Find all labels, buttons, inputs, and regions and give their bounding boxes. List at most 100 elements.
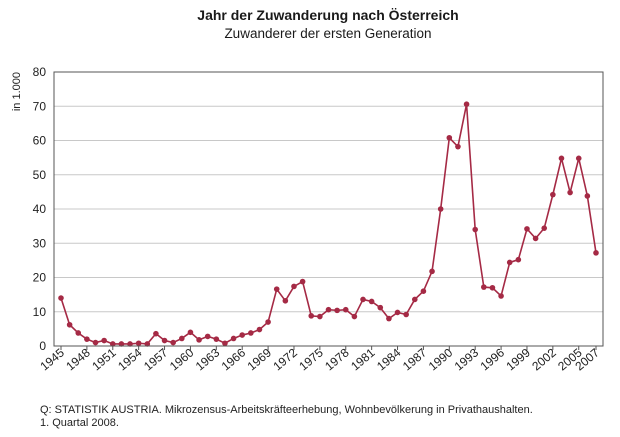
data-point bbox=[153, 330, 159, 337]
y-tick-label: 80 bbox=[33, 65, 47, 79]
data-point bbox=[550, 191, 556, 198]
data-point bbox=[558, 155, 565, 162]
data-point bbox=[481, 284, 487, 290]
y-tick-labels: 0 10 20 30 40 50 60 70 80 bbox=[33, 65, 47, 353]
data-point bbox=[118, 341, 125, 347]
data-point bbox=[403, 311, 409, 318]
plot-frame bbox=[53, 71, 604, 347]
data-point bbox=[325, 306, 332, 313]
data-point bbox=[213, 336, 220, 342]
y-tick-label: 50 bbox=[33, 168, 47, 182]
x-tick-label: 1981 bbox=[348, 345, 378, 373]
data-point bbox=[498, 293, 504, 299]
y-tick-label: 10 bbox=[33, 305, 47, 319]
data-point bbox=[84, 336, 90, 342]
data-point bbox=[386, 315, 392, 322]
x-tick-label: 1957 bbox=[141, 345, 171, 373]
data-point bbox=[334, 307, 340, 314]
data-point bbox=[222, 340, 228, 347]
data-point bbox=[455, 143, 461, 150]
data-point bbox=[446, 134, 453, 141]
data-point bbox=[161, 337, 168, 344]
data-point bbox=[541, 225, 548, 231]
source-line-1: Q: STATISTIK AUSTRIA. Mikrozensus-Arbeit… bbox=[40, 404, 533, 416]
y-tick-label: 70 bbox=[33, 99, 47, 113]
x-tick-label: 2002 bbox=[529, 345, 559, 373]
x-tick-label: 1951 bbox=[89, 345, 119, 373]
data-point bbox=[463, 101, 470, 107]
chart-title: Jahr der Zuwanderung nach Österreich bbox=[197, 7, 458, 23]
y-tick-label: 20 bbox=[33, 271, 47, 285]
data-point bbox=[506, 259, 513, 266]
data-point bbox=[135, 340, 142, 347]
x-tick-label: 1954 bbox=[115, 345, 145, 373]
data-point bbox=[368, 298, 375, 305]
data-point bbox=[437, 206, 444, 212]
data-point bbox=[524, 226, 530, 232]
data-point bbox=[411, 296, 418, 303]
data-point bbox=[179, 335, 185, 342]
data-point bbox=[532, 235, 539, 242]
x-tick-label: 1987 bbox=[400, 345, 430, 373]
data-point bbox=[472, 226, 478, 233]
data-point bbox=[66, 321, 73, 328]
data-point bbox=[170, 339, 176, 346]
x-tick-label: 1972 bbox=[270, 345, 300, 373]
x-tick-label: 1984 bbox=[374, 345, 404, 373]
data-point bbox=[420, 288, 427, 295]
data-point bbox=[489, 284, 496, 291]
data-point bbox=[429, 268, 435, 275]
data-point bbox=[394, 309, 401, 316]
data-point bbox=[342, 306, 349, 313]
data-point bbox=[575, 155, 582, 162]
data-point bbox=[515, 256, 522, 263]
y-tick-label: 60 bbox=[33, 134, 47, 148]
data-point bbox=[196, 337, 202, 343]
x-tick-label: 1969 bbox=[245, 345, 275, 373]
x-tick-label: 1999 bbox=[503, 345, 533, 373]
data-series bbox=[58, 101, 599, 347]
y-tick-label: 0 bbox=[39, 339, 46, 353]
x-tick-labels: 1945194819511954195719601963196619691972… bbox=[37, 345, 602, 373]
grid-lines bbox=[54, 105, 603, 313]
data-point bbox=[360, 296, 366, 303]
x-tick-label: 1978 bbox=[322, 345, 352, 373]
source-line-2: 1. Quartal 2008. bbox=[40, 417, 119, 429]
data-point bbox=[299, 278, 306, 285]
data-point bbox=[291, 283, 297, 290]
x-tick-label: 1993 bbox=[452, 345, 482, 373]
data-point bbox=[593, 250, 599, 256]
x-tick-label: 1975 bbox=[296, 345, 326, 373]
data-point bbox=[308, 313, 315, 319]
x-tick-label: 1963 bbox=[193, 345, 223, 373]
data-point bbox=[273, 286, 280, 292]
x-tick-label: 1990 bbox=[426, 345, 456, 373]
data-point bbox=[58, 295, 64, 301]
data-point bbox=[144, 341, 151, 347]
data-point bbox=[256, 326, 263, 333]
data-point bbox=[282, 297, 289, 304]
data-point bbox=[584, 193, 591, 199]
x-tick-label: 1960 bbox=[167, 345, 197, 373]
data-point bbox=[230, 335, 237, 342]
data-point bbox=[109, 341, 116, 347]
data-point bbox=[127, 341, 133, 347]
data-point bbox=[92, 339, 99, 346]
data-point bbox=[75, 330, 82, 336]
data-point bbox=[567, 189, 573, 196]
x-tick-label: 1996 bbox=[478, 345, 508, 373]
y-axis-label: in 1.000 bbox=[11, 72, 23, 111]
data-point bbox=[317, 313, 323, 320]
source-note: Q: STATISTIK AUSTRIA. Mikrozensus-Arbeit… bbox=[40, 404, 610, 430]
y-tick-label: 40 bbox=[33, 202, 47, 216]
data-point bbox=[101, 337, 107, 344]
x-tick-label: 1948 bbox=[63, 345, 93, 373]
data-point bbox=[204, 333, 211, 340]
data-point bbox=[265, 319, 271, 325]
y-tick-label: 30 bbox=[33, 236, 47, 250]
data-point bbox=[351, 313, 358, 320]
data-point bbox=[187, 329, 194, 336]
x-tick-label: 1966 bbox=[219, 345, 249, 373]
data-point bbox=[248, 330, 254, 336]
